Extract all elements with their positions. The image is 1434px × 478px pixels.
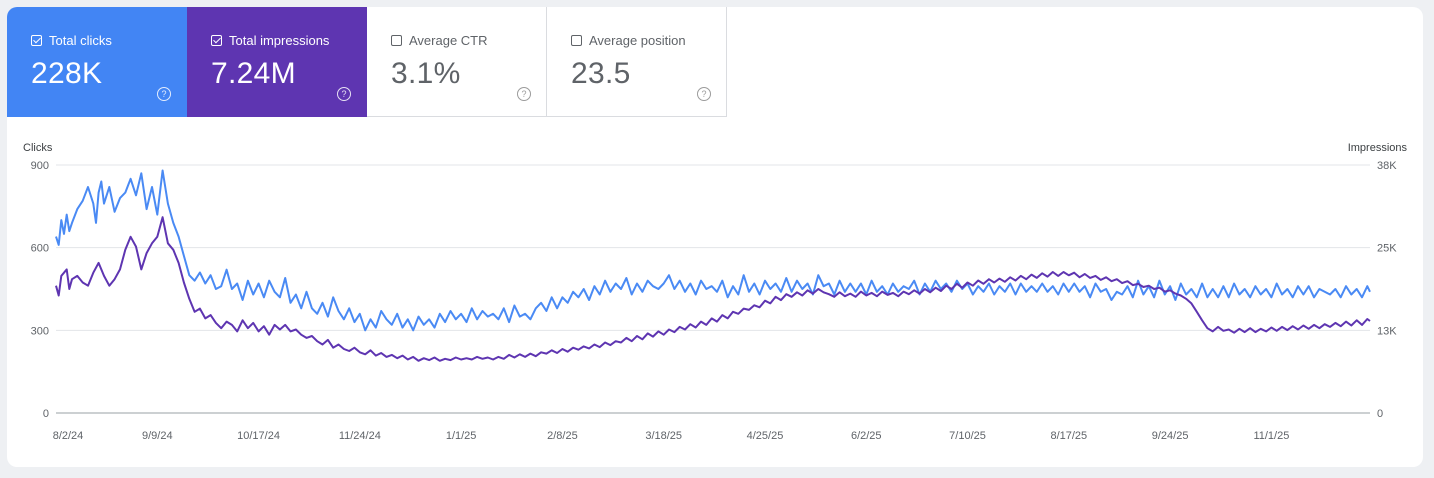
metric-label: Average CTR	[409, 33, 488, 48]
x-tick-label: 10/17/24	[237, 430, 280, 442]
left-tick-label: 300	[31, 325, 49, 337]
x-axis-ticks: 8/2/24 9/9/24 10/17/24 11/24/24 1/1/25 2/8/25…	[53, 430, 1290, 442]
metric-label-row: Average position	[571, 33, 686, 48]
metric-label: Total impressions	[229, 33, 330, 48]
x-tick-label: 8/17/25	[1050, 430, 1087, 442]
x-tick-label: 8/2/24	[53, 430, 84, 442]
series-line-clicks	[55, 169, 1371, 332]
checkbox-icon[interactable]	[391, 35, 402, 46]
left-tick-label: 900	[31, 160, 49, 172]
left-tick-label: 0	[43, 408, 49, 420]
metric-average-position[interactable]: Average position 23.5 ?	[547, 7, 727, 117]
left-axis-ticks: 0 300 600 900	[31, 160, 49, 420]
x-tick-label: 9/24/25	[1152, 430, 1189, 442]
metric-value: 3.1%	[391, 57, 461, 90]
right-tick-label: 25K	[1377, 243, 1397, 255]
x-tick-label: 11/1/25	[1253, 430, 1289, 442]
series-lines	[55, 169, 1371, 362]
performance-card: Total clicks 228K ? Total impressions 7.…	[7, 7, 1423, 467]
checkbox-icon[interactable]	[31, 35, 42, 46]
series-line-impressions	[55, 216, 1371, 362]
metric-label: Total clicks	[49, 33, 112, 48]
x-tick-label: 9/9/24	[142, 430, 173, 442]
metric-total-impressions[interactable]: Total impressions 7.24M ?	[187, 7, 367, 117]
metric-label-row: Total impressions	[211, 33, 329, 48]
gridlines	[56, 164, 1370, 414]
metric-label-row: Total clicks	[31, 33, 112, 48]
right-tick-label: 13K	[1377, 325, 1397, 337]
help-icon[interactable]: ?	[697, 87, 711, 101]
x-tick-label: 7/10/25	[949, 430, 986, 442]
metric-value: 228K	[31, 57, 103, 90]
x-tick-label: 6/2/25	[851, 430, 882, 442]
metric-value: 7.24M	[211, 57, 296, 90]
metric-total-clicks[interactable]: Total clicks 228K ?	[7, 7, 187, 117]
x-tick-label: 11/24/24	[339, 430, 381, 442]
left-axis-title: Clicks	[23, 142, 53, 154]
metric-value: 23.5	[571, 57, 631, 90]
help-icon[interactable]: ?	[517, 87, 531, 101]
metric-tabs: Total clicks 228K ? Total impressions 7.…	[7, 7, 727, 117]
x-tick-label: 4/25/25	[747, 430, 784, 442]
x-tick-label: 1/1/25	[446, 430, 477, 442]
right-axis-ticks: 0 13K 25K 38K	[1377, 160, 1397, 420]
metric-label: Average position	[589, 33, 686, 48]
left-tick-label: 600	[31, 243, 49, 255]
performance-chart[interactable]: Clicks Impressions 0 300 600 900 0 13K 25K 38K…	[7, 7, 1423, 467]
metric-label-row: Average CTR	[391, 33, 488, 48]
right-axis-title: Impressions	[1348, 142, 1408, 154]
right-tick-label: 0	[1377, 408, 1383, 420]
checkbox-icon[interactable]	[571, 35, 582, 46]
x-tick-label: 3/18/25	[645, 430, 682, 442]
help-icon[interactable]: ?	[157, 87, 171, 101]
right-tick-label: 38K	[1377, 160, 1397, 172]
checkbox-icon[interactable]	[211, 35, 222, 46]
x-tick-label: 2/8/25	[547, 430, 578, 442]
help-icon[interactable]: ?	[337, 87, 351, 101]
metric-average-ctr[interactable]: Average CTR 3.1% ?	[367, 7, 547, 117]
